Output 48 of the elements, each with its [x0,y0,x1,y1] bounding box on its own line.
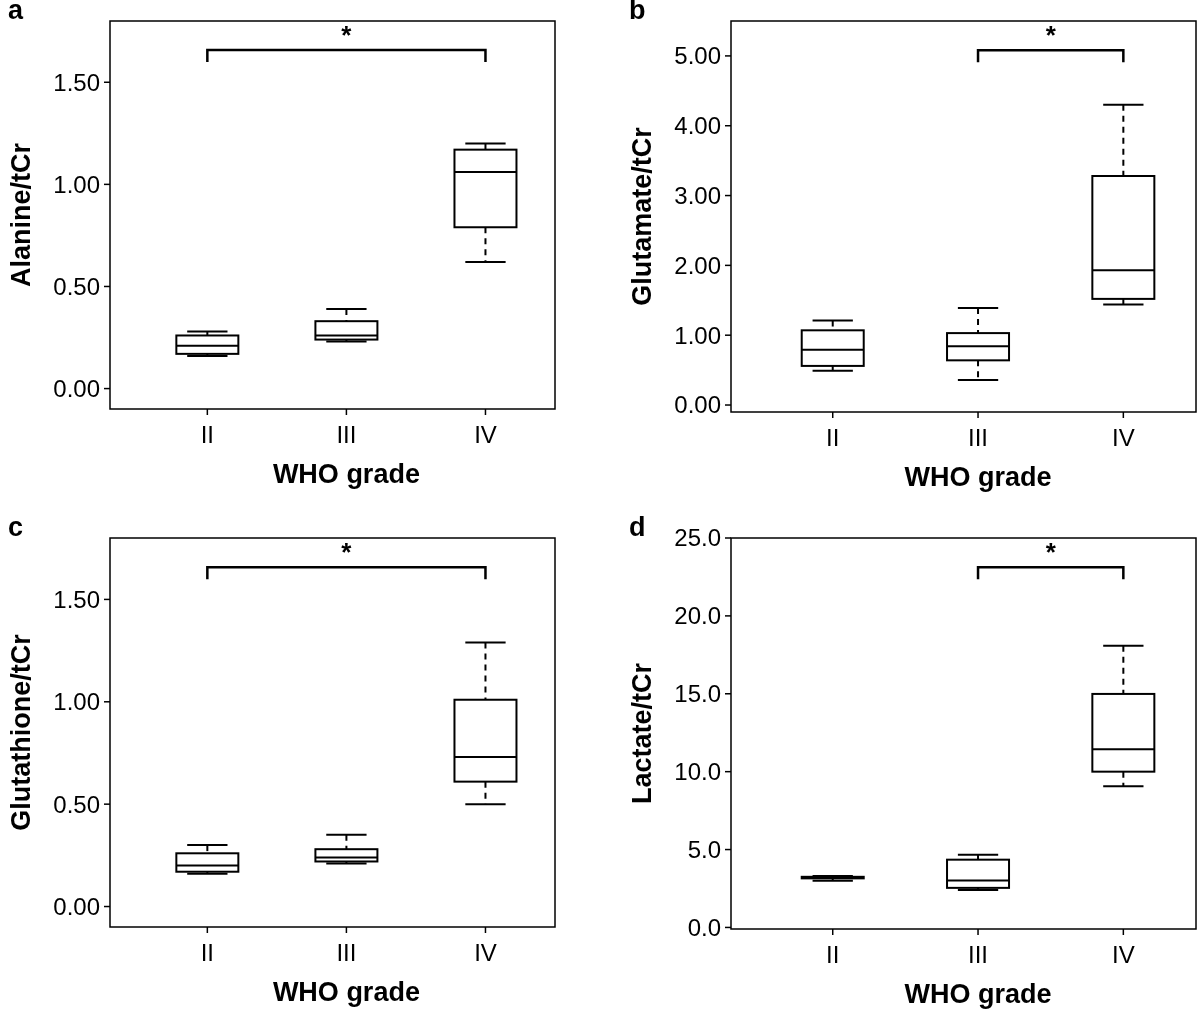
annotation: * [1045,537,1057,568]
y-axis-title: Alanine/tCr [6,142,36,288]
y-tick-label: 1.00 [674,321,721,349]
y-axis-title: Lactate/tCr [627,662,657,805]
x-axis-title: WHO grade [272,977,420,1007]
y-tick-label: 1.50 [53,585,100,613]
x-tick-label: III [336,421,357,448]
y-tick-label: 1.00 [53,170,100,198]
y-tick-label: 5.00 [674,42,721,70]
x-tick-label: II [200,939,215,966]
x-tick-label: III [968,941,989,968]
y-tick-label: 0.00 [674,391,721,419]
y-tick-label: 0.00 [53,374,100,402]
y-tick-label: 10.0 [674,758,721,786]
y-tick-label: 3.00 [674,181,721,209]
y-tick-label: 0.00 [53,892,100,920]
y-tick-label: 1.50 [53,68,100,96]
chart-title: d [629,512,646,542]
y-axis-title: Glutathione/tCr [6,633,36,831]
annotation: * [341,537,353,568]
x-tick-label: II [826,941,840,968]
x-tick-label: III [336,939,357,966]
y-tick-label: 1.00 [53,688,100,716]
y-tick-label: 0.50 [53,790,100,818]
x-axis-title: WHO grade [904,979,1052,1009]
chart-title: a [8,0,24,25]
x-tick-label: IV [474,421,497,448]
y-tick-label: 2.00 [674,251,721,279]
y-tick-label: 15.0 [674,680,721,708]
x-axis-title: WHO grade [272,459,420,489]
x-tick-label: III [968,424,989,451]
y-tick-label: 5.0 [687,835,721,863]
x-tick-label: II [200,421,215,448]
annotation: * [1045,20,1057,51]
x-tick-label: IV [1112,424,1135,451]
x-tick-label: IV [1112,941,1135,968]
y-tick-label: 20.0 [674,602,721,630]
y-axis-title: Glutamate/tCr [627,126,657,306]
chart-title: b [629,0,646,25]
y-tick-label: 0.0 [687,913,721,941]
annotation: * [341,20,353,51]
y-tick-label: 4.00 [674,112,721,140]
y-tick-label: 25.0 [674,524,721,552]
y-tick-label: 0.50 [53,272,100,300]
x-tick-label: II [826,424,840,451]
x-axis-title: WHO grade [904,462,1052,492]
x-tick-label: IV [474,939,497,966]
chart-title: c [8,512,24,542]
